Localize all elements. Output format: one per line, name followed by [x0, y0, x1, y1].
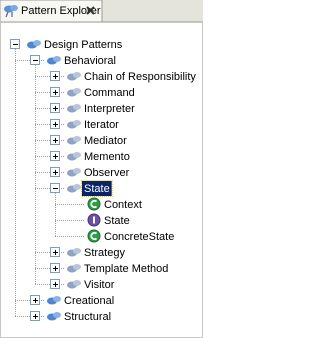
tree-item-label[interactable]: Command: [84, 87, 135, 99]
focus-outline: [81, 180, 113, 197]
package-icon: [27, 40, 41, 49]
expander[interactable]: [50, 167, 60, 177]
icon-part: [73, 280, 81, 286]
icon-part: [33, 40, 41, 46]
expander[interactable]: [50, 183, 60, 193]
expander[interactable]: [50, 87, 60, 97]
icon-part: [73, 184, 81, 190]
close-button[interactable]: [86, 6, 95, 15]
expander[interactable]: [30, 311, 40, 321]
expander[interactable]: [10, 39, 20, 49]
tree-item-label[interactable]: Chain of Responsibility: [84, 71, 196, 83]
icon-part: [73, 264, 81, 270]
pattern-icon: [67, 264, 81, 273]
icon-part: [73, 88, 81, 94]
expander[interactable]: [50, 263, 60, 273]
icon-part: [73, 104, 81, 110]
tree-item-label[interactable]: Design Patterns: [44, 39, 123, 51]
tree-item-label[interactable]: Visitor: [84, 279, 115, 291]
class-icon: [87, 197, 101, 211]
icon-part: [73, 120, 81, 126]
header-title: Pattern Explorer: [21, 5, 101, 17]
pattern-icon: [67, 104, 81, 113]
icon-part: [73, 136, 81, 142]
class-icon: [87, 229, 101, 243]
package-icon: [47, 56, 61, 65]
expander[interactable]: [50, 71, 60, 81]
tree-item-label[interactable]: State: [84, 183, 110, 195]
tree: Design Patterns Behavioral Chain of Respon…: [10, 39, 196, 323]
expander[interactable]: [30, 295, 40, 305]
expander[interactable]: [50, 279, 60, 289]
icon-part: [73, 168, 81, 174]
tree-item-label[interactable]: Iterator: [84, 119, 119, 131]
tree-item-label[interactable]: Creational: [64, 295, 114, 307]
icon-disc: [87, 229, 101, 243]
pattern-icon: [67, 280, 81, 289]
tree-item-label[interactable]: Structural: [64, 311, 111, 323]
tree-item-label[interactable]: Memento: [84, 151, 130, 163]
expander[interactable]: [50, 103, 60, 113]
pattern-icon: [67, 88, 81, 97]
interface-icon: [87, 213, 101, 227]
pattern-icon: [67, 136, 81, 145]
tree-item-label[interactable]: Mediator: [84, 135, 127, 147]
tree-item-label[interactable]: Interpreter: [84, 103, 135, 115]
pattern-icon: [67, 72, 81, 81]
tree-item-label[interactable]: Template Method: [84, 263, 168, 275]
icon-glyph: [90, 231, 98, 241]
expander[interactable]: [50, 247, 60, 257]
icon-disc: [87, 197, 101, 211]
icon-part: [53, 296, 61, 302]
package-icon: [47, 312, 61, 321]
selection-highlight: [82, 181, 112, 196]
icon-part: [73, 152, 81, 158]
tree-item-label[interactable]: ConcreteState: [104, 231, 174, 243]
view-icon: [4, 5, 18, 18]
tree-item-label[interactable]: Context: [104, 199, 142, 211]
package-icon: [47, 296, 61, 305]
icon-part: [53, 312, 61, 318]
icon-glyph: [90, 199, 98, 209]
icon-part: [73, 72, 81, 78]
pattern-icon: [67, 248, 81, 257]
expander[interactable]: [50, 119, 60, 129]
tree-item-label[interactable]: Behavioral: [64, 55, 116, 67]
page: Pattern Explorer Design Patterns Behavior…: [0, 0, 203, 338]
pattern-icon: [67, 152, 81, 161]
expander[interactable]: [50, 151, 60, 161]
tree-item-label[interactable]: Strategy: [84, 247, 125, 259]
tree-item-label[interactable]: State: [104, 215, 130, 227]
pattern-icon: [67, 120, 81, 129]
pattern-icon: [67, 168, 81, 177]
icon-part: [53, 56, 61, 62]
expander[interactable]: [50, 135, 60, 145]
icon-part: [73, 248, 81, 254]
expander[interactable]: [30, 55, 40, 65]
pattern-explorer-view: Pattern Explorer Design Patterns Behavior…: [0, 0, 203, 338]
pattern-icon: [67, 184, 81, 193]
tree-item-label[interactable]: Observer: [84, 167, 130, 179]
